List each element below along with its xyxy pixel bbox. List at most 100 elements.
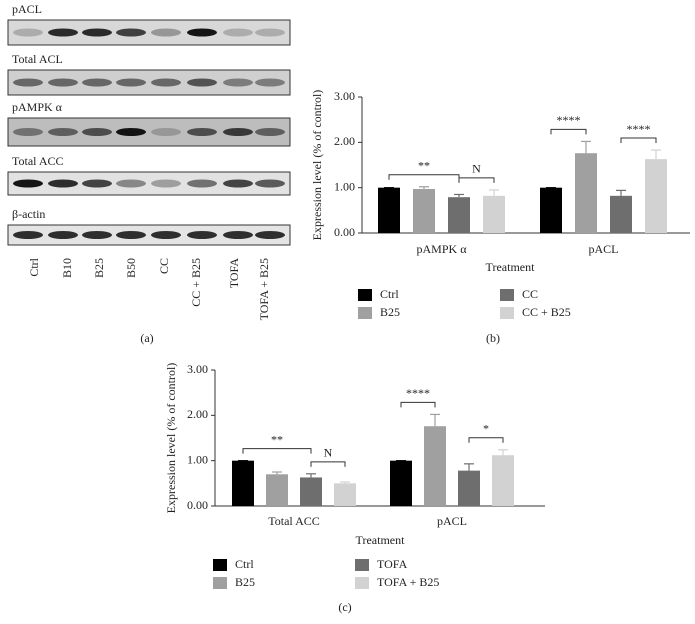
significance-label: N — [472, 162, 481, 176]
category-label: pACL — [589, 242, 619, 256]
significance-bracket — [468, 437, 504, 443]
band — [48, 28, 78, 37]
band — [48, 78, 78, 87]
panel-label: (b) — [486, 331, 500, 345]
significance-bracket — [310, 461, 346, 467]
band — [13, 179, 43, 188]
band — [255, 78, 285, 87]
legend-label: B25 — [235, 575, 255, 589]
legend-label: Ctrl — [380, 287, 399, 301]
significance-label: **** — [557, 113, 581, 127]
lane-label: CC + B25 — [189, 258, 203, 307]
band — [116, 78, 146, 87]
band — [151, 231, 181, 239]
legend-label: B25 — [380, 305, 400, 319]
y-tick-label: 1.00 — [187, 452, 208, 466]
significance-bracket — [400, 401, 436, 408]
lane-label: CC — [157, 258, 171, 274]
y-tick-label: 2.00 — [334, 134, 355, 148]
band — [255, 28, 285, 37]
bar — [458, 470, 480, 506]
bar — [610, 195, 632, 233]
band — [116, 179, 146, 188]
band — [223, 231, 253, 239]
blot-row-label: pACL — [12, 2, 42, 16]
legend-swatch — [500, 307, 514, 319]
bar — [575, 153, 597, 233]
bar — [378, 187, 400, 233]
band — [116, 28, 146, 37]
x-axis-title: Treatment — [486, 260, 536, 274]
band — [223, 78, 253, 87]
blot-row-label: Total ACL — [12, 52, 63, 66]
significance-label: N — [324, 446, 333, 460]
band — [13, 128, 43, 136]
legend-label: CC + B25 — [522, 305, 571, 319]
bar — [300, 477, 322, 506]
significance-label: ** — [418, 159, 430, 173]
significance-bracket — [620, 137, 657, 144]
y-tick-label: 1.00 — [334, 179, 355, 193]
band — [82, 179, 112, 188]
band — [223, 179, 253, 188]
lane-label: B10 — [60, 258, 74, 278]
band — [151, 128, 181, 136]
legend-swatch — [355, 559, 369, 571]
y-tick-label: 0.00 — [187, 498, 208, 512]
blot-row-label: Total ACC — [12, 154, 64, 168]
panel-label: (a) — [140, 331, 153, 345]
band — [255, 128, 285, 136]
band — [48, 231, 78, 239]
legend-swatch — [213, 577, 227, 589]
significance-label: * — [483, 422, 489, 436]
category-label: Total ACC — [268, 514, 320, 528]
band — [13, 231, 43, 239]
significance-bracket — [388, 174, 460, 180]
bar — [645, 159, 667, 233]
legend-swatch — [358, 307, 372, 319]
band — [151, 78, 181, 87]
band — [255, 179, 285, 188]
bar — [540, 187, 562, 233]
y-axis-title: Expression level (% of control) — [310, 90, 324, 241]
bar — [448, 197, 470, 233]
significance-label: **** — [627, 122, 651, 136]
blot-strip — [7, 224, 291, 246]
band — [187, 128, 217, 136]
band — [82, 231, 112, 239]
band — [187, 78, 217, 87]
legend-swatch — [358, 289, 372, 301]
band — [187, 231, 217, 239]
y-tick-label: 3.00 — [187, 362, 208, 376]
blot-strip — [7, 171, 291, 196]
legend-swatch — [500, 289, 514, 301]
lane-label: Ctrl — [27, 257, 41, 276]
bar — [424, 426, 446, 506]
band — [82, 28, 112, 37]
band — [13, 78, 43, 87]
significance-bracket — [458, 177, 495, 183]
band — [82, 128, 112, 136]
band — [151, 179, 181, 188]
band — [13, 28, 43, 37]
category-label: pACL — [437, 514, 467, 528]
y-axis-title: Expression level (% of control) — [164, 363, 178, 514]
significance-bracket — [550, 128, 587, 135]
legend-swatch — [355, 577, 369, 589]
legend-label: Ctrl — [235, 557, 254, 571]
blot-row-label: β-actin — [12, 207, 45, 221]
bar — [413, 189, 435, 233]
band — [82, 78, 112, 87]
band — [223, 128, 253, 136]
legend-label: TOFA + B25 — [377, 575, 439, 589]
y-tick-label: 3.00 — [334, 89, 355, 103]
band — [187, 28, 217, 37]
band — [187, 179, 217, 188]
bar — [492, 455, 514, 506]
lane-label: TOFA — [227, 258, 241, 289]
y-tick-label: 2.00 — [187, 407, 208, 421]
bar — [232, 460, 254, 506]
bar — [483, 195, 505, 233]
legend-swatch — [213, 559, 227, 571]
